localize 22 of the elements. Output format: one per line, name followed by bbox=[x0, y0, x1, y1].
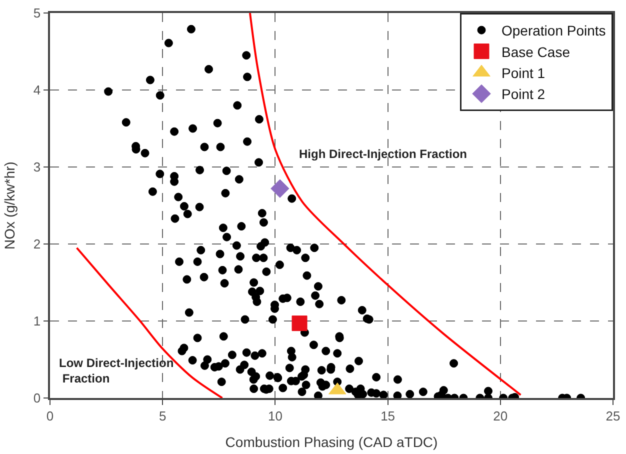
legend-label: Base Case bbox=[502, 44, 570, 60]
x-axis-title: Combustion Phasing (CAD aTDC) bbox=[225, 434, 438, 450]
x-tick-label: 15 bbox=[380, 408, 396, 424]
x-tick-label: 20 bbox=[493, 408, 508, 424]
point bbox=[292, 316, 308, 332]
x-tick-label: 0 bbox=[46, 408, 54, 424]
legend-label: Point 1 bbox=[502, 64, 546, 81]
y-tick-label: 1 bbox=[33, 314, 41, 329]
y-tick-label: 4 bbox=[33, 82, 41, 98]
y-axis-title: NOx (g/kw*hr) bbox=[2, 162, 18, 250]
x-tick-label: 5 bbox=[158, 408, 166, 424]
y-tick-label: 3 bbox=[33, 160, 41, 175]
point bbox=[270, 179, 290, 198]
annotation: Low Direct-Injection Fraction bbox=[59, 356, 174, 386]
x-tick-label: 25 bbox=[606, 408, 620, 424]
y-tick-label: 2 bbox=[33, 236, 41, 252]
x-tick-label: 10 bbox=[268, 408, 282, 424]
legend-label: Operation Points bbox=[502, 22, 606, 39]
legend-label: Point 2 bbox=[502, 86, 546, 102]
annotation: High Direct-Injection Fraction bbox=[299, 147, 468, 161]
y-tick-label: 5 bbox=[33, 6, 41, 21]
y-tick-label: 0 bbox=[33, 390, 41, 406]
